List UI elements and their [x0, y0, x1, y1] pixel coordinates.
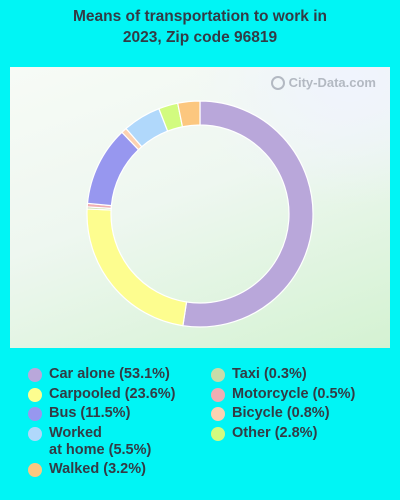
legend-column-2: Taxi (0.3%) Motorcycle (0.5%) Bicycle (0.8…: [211, 366, 355, 444]
watermark-text: City-Data.com: [288, 75, 376, 90]
watermark: City-Data.com: [270, 75, 376, 90]
legend-swatch: [28, 426, 42, 441]
legend-label: Walked (3.2%): [49, 461, 146, 477]
watermark-icon: [270, 75, 285, 90]
legend-swatch: [211, 426, 225, 441]
legend-item-worked-at-home: Worked at home (5.5%): [28, 425, 176, 459]
legend-label: Taxi (0.3%): [232, 366, 307, 382]
legend-item-bicycle: Bicycle (0.8%): [211, 405, 355, 422]
legend-item-car-alone: Car alone (53.1%): [28, 366, 176, 383]
legend-item-motorcycle: Motorcycle (0.5%): [211, 386, 355, 403]
legend-swatch: [28, 368, 42, 382]
legend-label: Motorcycle (0.5%): [232, 385, 356, 402]
legend-item-walked: Walked (3.2%): [28, 461, 176, 478]
chart-title-line-2: 2023, Zip code 96819: [122, 29, 278, 46]
legend-label: Bicycle (0.8%): [232, 405, 330, 421]
legend-swatch: [28, 387, 42, 402]
chart-title: Means of transportation to work in 2023,…: [0, 6, 400, 48]
legend-column-1: Car alone (53.1%) Carpooled (23.6%) Bus (1…: [28, 366, 176, 481]
legend-swatch: [28, 463, 42, 477]
donut-slice-walked: [177, 100, 201, 128]
legend-swatch: [211, 407, 225, 421]
legend-item-taxi: Taxi (0.3%): [211, 366, 355, 383]
donut-slice-car-alone: [182, 100, 314, 328]
legend-swatch: [211, 387, 225, 402]
legend-label: Bus (11.5%): [49, 405, 131, 421]
chart-title-line-1: Means of transportation to work in: [72, 8, 328, 25]
donut-slice-bus: [86, 131, 140, 207]
legend-item-bus: Bus (11.5%): [28, 405, 176, 422]
legend-label: Carpooled (23.6%): [49, 385, 176, 402]
legend-item-other: Other (2.8%): [211, 425, 355, 442]
legend-label: Other (2.8%): [232, 424, 318, 441]
donut-slice-carpooled: [86, 208, 188, 327]
legend-label: Worked at home (5.5%): [49, 424, 152, 458]
legend-swatch: [28, 407, 42, 421]
legend-swatch: [211, 368, 225, 382]
legend-label: Car alone (53.1%): [49, 366, 170, 382]
legend-item-carpooled: Carpooled (23.6%): [28, 386, 176, 403]
